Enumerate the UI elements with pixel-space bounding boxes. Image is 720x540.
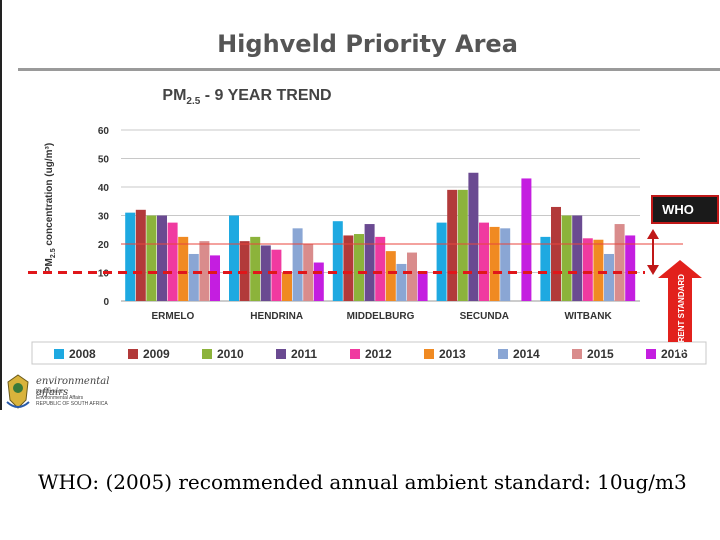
y-tick-label: 40 bbox=[98, 183, 110, 194]
legend-label: 2014 bbox=[513, 347, 540, 361]
standard-arrow-label: CURENT STANDARD bbox=[677, 274, 686, 354]
category-label: SECUNDA bbox=[460, 311, 509, 322]
bar-2010-witbank bbox=[561, 215, 572, 301]
bar-2016-ermelo bbox=[210, 255, 220, 301]
bar-2011-ermelo bbox=[157, 215, 167, 301]
bar-2012-hendrina bbox=[271, 249, 282, 301]
legend-label: 2012 bbox=[365, 347, 392, 361]
y-axis-label: PM2.5 concentration (ug/m³) bbox=[44, 143, 57, 273]
bar-2016-witbank bbox=[625, 235, 636, 301]
title-underline bbox=[18, 68, 720, 71]
legend-label: 2015 bbox=[587, 347, 614, 361]
legend: 2008 2009 2010 2011 2012 2013 2014 2015 2016 bbox=[31, 341, 707, 365]
bar-2010-hendrina bbox=[250, 236, 261, 301]
legend-label: 2008 bbox=[69, 347, 96, 361]
category-label: HENDRINA bbox=[250, 311, 303, 322]
bar-2008-middelburg bbox=[332, 221, 343, 301]
category-label: MIDDELBURG bbox=[347, 311, 415, 322]
bar-2008-secunda bbox=[436, 222, 447, 301]
chart-title: PM2.5 - 9 YEAR TREND bbox=[162, 87, 331, 107]
slide-title: Highveld Priority Area bbox=[217, 30, 518, 58]
bar-2014-witbank bbox=[604, 253, 614, 301]
category-label: ERMELO bbox=[152, 311, 195, 322]
bar-2014-middelburg bbox=[396, 263, 407, 301]
bar-2010-middelburg bbox=[354, 234, 364, 301]
legend-label: 2009 bbox=[143, 347, 170, 361]
bar-2014-ermelo bbox=[188, 253, 199, 301]
category-label: WITBANK bbox=[564, 311, 612, 322]
legend-swatch bbox=[350, 349, 360, 359]
legend-label: 2016 bbox=[661, 347, 688, 361]
bar-2014-secunda bbox=[500, 228, 511, 301]
logo-subtext-line: REPUBLIC OF SOUTH AFRICA bbox=[36, 401, 108, 407]
who-label-box bbox=[651, 195, 719, 224]
y-tick-label: 0 bbox=[103, 297, 109, 308]
legend-swatch bbox=[498, 349, 508, 359]
bar-2013-secunda bbox=[489, 226, 500, 301]
bar-2011-witbank bbox=[572, 215, 583, 301]
legend-label: 2011 bbox=[291, 347, 317, 361]
legend-swatch bbox=[202, 349, 212, 359]
logo-subtext-line: Department: bbox=[36, 389, 64, 395]
pm25-chart: PM2.5 - 9 YEAR TREND PM2.5 concentration… bbox=[18, 72, 720, 372]
logo-text: environmental affairs bbox=[36, 376, 110, 398]
legend-label: 2010 bbox=[217, 347, 244, 361]
bar-2011-middelburg bbox=[364, 224, 375, 301]
legend-swatch bbox=[646, 349, 656, 359]
legend-box bbox=[31, 341, 707, 365]
bar-2008-hendrina bbox=[229, 215, 239, 301]
bar-2013-hendrina bbox=[282, 272, 292, 301]
bar-2009-witbank bbox=[551, 206, 561, 301]
legend-swatch bbox=[54, 349, 64, 359]
bar-2013-witbank bbox=[593, 239, 604, 301]
who-arrow-up bbox=[647, 229, 659, 239]
bar-2009-secunda bbox=[447, 189, 458, 301]
bar-2009-middelburg bbox=[343, 235, 354, 301]
bar-2011-hendrina bbox=[260, 245, 271, 301]
bar-2010-ermelo bbox=[146, 215, 157, 301]
y-tick-label: 20 bbox=[98, 240, 110, 251]
y-tick-label: 50 bbox=[98, 155, 110, 166]
y-tick-label: 60 bbox=[98, 126, 110, 137]
standard-arrow bbox=[658, 260, 702, 342]
bar-2015-hendrina bbox=[303, 244, 314, 301]
bar-2016-middelburg bbox=[417, 271, 428, 301]
bars bbox=[125, 172, 636, 301]
legend-swatch bbox=[128, 349, 138, 359]
who-footnote: WHO: (2005) recommended annual ambient s… bbox=[38, 470, 687, 494]
bar-2012-secunda bbox=[479, 222, 489, 301]
bar-2015-witbank bbox=[614, 224, 625, 301]
bar-2008-ermelo bbox=[125, 212, 136, 301]
legend-swatch bbox=[276, 349, 286, 359]
logo-subtext: Department: Environmental Affairs REPUBL… bbox=[36, 389, 108, 407]
bar-2016-secunda bbox=[521, 178, 532, 301]
x-tick-labels: ERMELO HENDRINA MIDDELBURG SECUNDA WITBANK bbox=[152, 311, 613, 322]
bar-2015-ermelo bbox=[199, 241, 210, 301]
who-arrow-down bbox=[647, 265, 659, 275]
bar-2008-witbank bbox=[540, 236, 551, 301]
chart-background bbox=[18, 72, 720, 372]
bar-2013-ermelo bbox=[178, 236, 189, 301]
legend-label: 2013 bbox=[439, 347, 466, 361]
logo-subtext-line: Environmental Affairs bbox=[36, 395, 84, 401]
bar-2015-middelburg bbox=[407, 252, 417, 301]
bar-2010-secunda bbox=[457, 189, 468, 301]
bar-2016-hendrina bbox=[313, 262, 324, 301]
bar-2014-hendrina bbox=[292, 228, 303, 301]
bar-2012-ermelo bbox=[167, 222, 178, 301]
y-tick-label: 30 bbox=[98, 212, 110, 223]
coat-of-arms-icon bbox=[6, 374, 30, 409]
reference-lines bbox=[28, 243, 683, 274]
bar-2013-middelburg bbox=[385, 251, 396, 301]
bar-2012-witbank bbox=[582, 238, 593, 301]
who-label: WHO bbox=[662, 202, 694, 217]
bar-2009-ermelo bbox=[135, 209, 146, 301]
bar-2011-secunda bbox=[468, 172, 479, 301]
legend-swatch bbox=[424, 349, 434, 359]
slide-left-rule bbox=[0, 0, 2, 410]
bar-2012-middelburg bbox=[375, 236, 386, 301]
department-logo: environmental affairs Department: Enviro… bbox=[3, 372, 123, 414]
legend-swatch bbox=[572, 349, 582, 359]
